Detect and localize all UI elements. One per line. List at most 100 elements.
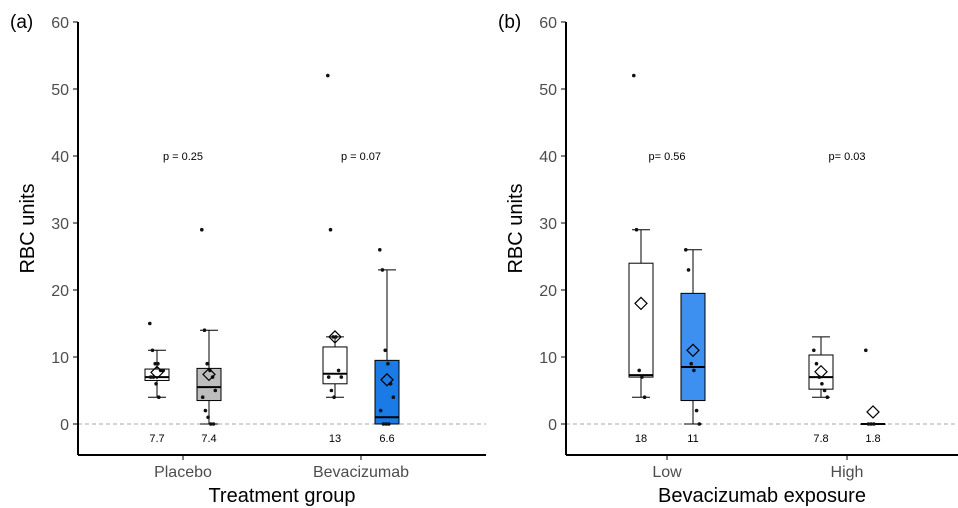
data-point bbox=[202, 328, 207, 333]
mean-label: 7.7 bbox=[149, 433, 164, 445]
data-point bbox=[200, 395, 205, 400]
x-tick-label: High bbox=[831, 464, 864, 481]
data-point bbox=[634, 227, 639, 232]
box-body bbox=[322, 346, 348, 385]
x-tick-label: Placebo bbox=[154, 464, 212, 481]
box-left: 13 bbox=[322, 73, 348, 445]
data-point bbox=[384, 422, 388, 426]
y-tick-label: 60 bbox=[539, 15, 557, 32]
data-point bbox=[642, 395, 647, 400]
x-axis-label: Treatment group bbox=[208, 485, 355, 507]
x-tick-label: Bevacizumab bbox=[313, 464, 409, 481]
data-point bbox=[339, 375, 344, 379]
y-tick-label: 20 bbox=[51, 283, 69, 300]
data-point bbox=[391, 395, 396, 400]
data-point bbox=[334, 335, 338, 339]
data-point bbox=[694, 408, 699, 413]
data-point bbox=[213, 388, 218, 393]
box-right: 11 bbox=[680, 248, 706, 445]
data-point bbox=[378, 248, 382, 252]
data-point bbox=[866, 422, 871, 426]
panel-label-b: (b) bbox=[498, 12, 522, 33]
box-left: 7.8 bbox=[808, 336, 834, 445]
mean-marker bbox=[866, 405, 880, 419]
data-point bbox=[686, 268, 691, 272]
mean-label: 7.4 bbox=[201, 433, 216, 445]
data-point bbox=[386, 361, 390, 366]
mean-label: 11 bbox=[687, 433, 698, 445]
y-tick-label: 10 bbox=[539, 350, 557, 367]
y-tick-label: 10 bbox=[51, 350, 69, 367]
data-point bbox=[812, 348, 816, 353]
mean-marker bbox=[814, 364, 828, 379]
mean-marker bbox=[634, 296, 648, 311]
y-tick-label: 60 bbox=[51, 15, 69, 32]
mean-label: 6.6 bbox=[379, 433, 394, 445]
data-point bbox=[692, 368, 696, 373]
mean-marker bbox=[202, 367, 216, 382]
mean-marker bbox=[150, 365, 164, 380]
data-point bbox=[814, 361, 819, 366]
y-tick-label: 30 bbox=[539, 216, 557, 233]
data-point bbox=[154, 382, 158, 386]
y-tick-label: 30 bbox=[51, 216, 69, 233]
p-value-label: p = 0.25 bbox=[163, 151, 203, 163]
data-point bbox=[689, 361, 693, 366]
data-point bbox=[387, 422, 391, 426]
y-axis-label: RBC units bbox=[505, 183, 527, 273]
mean-marker bbox=[686, 343, 700, 358]
data-point bbox=[153, 361, 157, 366]
data-point bbox=[157, 395, 161, 400]
mean-label: 18 bbox=[635, 433, 647, 445]
data-point bbox=[381, 422, 386, 426]
box-body bbox=[628, 262, 654, 378]
box-body bbox=[144, 368, 170, 381]
data-point bbox=[206, 415, 210, 420]
y-tick-label: 40 bbox=[539, 149, 557, 166]
box-left: 7.7 bbox=[144, 321, 170, 445]
box-body bbox=[196, 367, 222, 402]
panel-label-a: (a) bbox=[10, 12, 34, 33]
data-point bbox=[864, 348, 868, 353]
data-point bbox=[328, 227, 333, 232]
data-point bbox=[209, 422, 213, 426]
y-tick-label: 0 bbox=[60, 417, 69, 434]
data-point bbox=[205, 361, 209, 366]
box-left: 18 bbox=[628, 73, 654, 445]
data-point bbox=[326, 375, 331, 379]
data-point bbox=[156, 361, 160, 366]
data-point bbox=[697, 422, 702, 426]
mean-label: 13 bbox=[329, 433, 341, 445]
box-right: 6.6 bbox=[374, 248, 400, 445]
p-value-label: p = 0.07 bbox=[341, 151, 381, 163]
data-point bbox=[148, 375, 153, 379]
y-tick-label: 50 bbox=[51, 82, 69, 99]
data-point bbox=[632, 73, 636, 78]
data-point bbox=[640, 375, 644, 379]
data-point bbox=[378, 408, 383, 413]
data-point bbox=[148, 321, 152, 326]
mean-marker bbox=[328, 330, 342, 344]
data-point bbox=[200, 227, 204, 232]
data-point bbox=[331, 335, 336, 339]
data-point bbox=[637, 368, 641, 373]
box-body bbox=[680, 292, 706, 402]
y-axis-label: RBC units bbox=[17, 183, 39, 273]
data-point bbox=[869, 422, 873, 426]
data-point bbox=[684, 248, 688, 252]
y-tick-label: 20 bbox=[539, 283, 557, 300]
data-point bbox=[332, 395, 336, 400]
data-point bbox=[150, 348, 155, 353]
data-point bbox=[825, 395, 830, 400]
mean-label: 7.8 bbox=[813, 433, 828, 445]
box-right: 1.8 bbox=[860, 348, 886, 445]
data-point bbox=[822, 388, 827, 393]
panel-a: 0 10 20 30 40 50 60 RBC units Treatment group Pla… bbox=[17, 15, 486, 507]
y-tick-label: 40 bbox=[51, 149, 69, 166]
box-body bbox=[374, 359, 400, 425]
data-point bbox=[211, 422, 216, 426]
panel-b: 0 10 20 30 40 50 60 RBC units Bevacizumab exposu… bbox=[505, 15, 958, 507]
p-value-label: p= 0.56 bbox=[648, 151, 685, 163]
data-point bbox=[383, 348, 388, 353]
box-right: 7.4 bbox=[196, 227, 222, 445]
